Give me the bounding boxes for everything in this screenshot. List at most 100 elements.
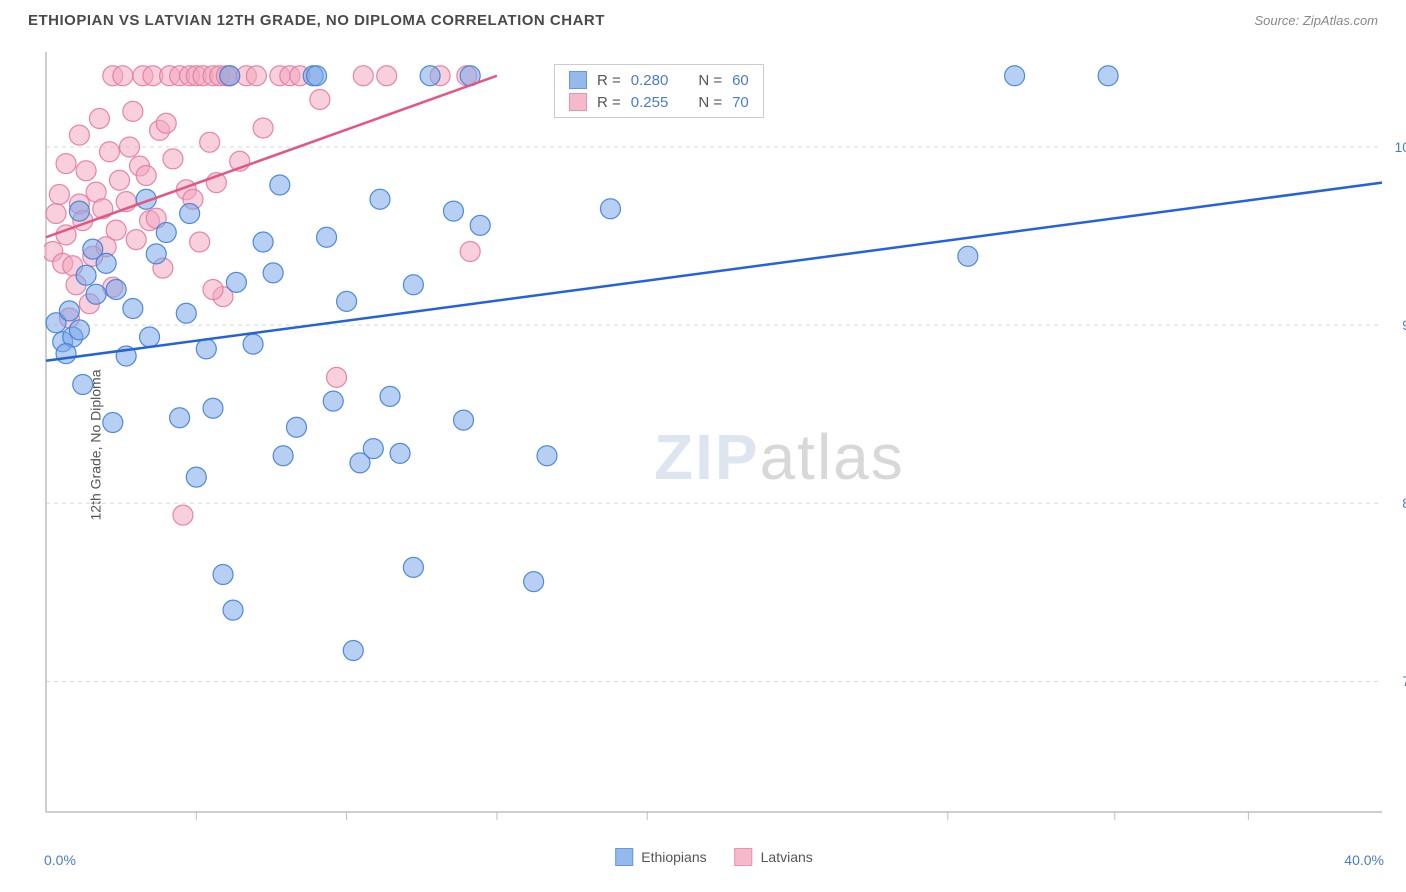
data-point bbox=[327, 367, 347, 387]
swatch-latvians bbox=[569, 93, 587, 111]
data-point bbox=[76, 161, 96, 181]
data-point bbox=[89, 109, 109, 129]
r-value: 0.280 bbox=[631, 72, 669, 89]
data-point bbox=[99, 142, 119, 162]
data-point bbox=[213, 565, 233, 585]
legend-correlation: R = 0.280 N = 60 R = 0.255 N = 70 bbox=[554, 64, 764, 118]
n-label: N = bbox=[698, 72, 722, 89]
legend-row-latvians: R = 0.255 N = 70 bbox=[569, 93, 749, 111]
data-point bbox=[443, 201, 463, 221]
chart-title: ETHIOPIAN VS LATVIAN 12TH GRADE, NO DIPL… bbox=[28, 12, 605, 29]
data-point bbox=[253, 232, 273, 252]
scatter-plot bbox=[44, 50, 1384, 840]
data-point bbox=[203, 398, 223, 418]
data-point bbox=[46, 204, 66, 224]
data-point bbox=[56, 154, 76, 174]
data-point bbox=[353, 66, 373, 86]
data-point bbox=[337, 291, 357, 311]
data-point bbox=[273, 446, 293, 466]
data-point bbox=[136, 166, 156, 186]
data-point bbox=[123, 101, 143, 121]
data-point bbox=[537, 446, 557, 466]
data-point bbox=[76, 265, 96, 285]
legend-row-ethiopians: R = 0.280 N = 60 bbox=[569, 71, 749, 89]
legend-item-ethiopians: Ethiopians bbox=[615, 848, 706, 866]
swatch-latvians bbox=[735, 848, 753, 866]
data-point bbox=[377, 66, 397, 86]
data-point bbox=[86, 284, 106, 304]
data-point bbox=[56, 344, 76, 364]
data-point bbox=[470, 215, 490, 235]
data-point bbox=[263, 263, 283, 283]
data-point bbox=[173, 505, 193, 525]
data-point bbox=[69, 125, 89, 145]
legend-label: Ethiopians bbox=[641, 849, 706, 865]
y-tick-label: 77.5% bbox=[1402, 673, 1406, 689]
data-point bbox=[59, 301, 79, 321]
data-point bbox=[220, 66, 240, 86]
legend-item-latvians: Latvians bbox=[735, 848, 813, 866]
swatch-ethiopians bbox=[615, 848, 633, 866]
data-point bbox=[186, 467, 206, 487]
data-point bbox=[317, 227, 337, 247]
data-point bbox=[113, 66, 133, 86]
legend-series: Ethiopians Latvians bbox=[615, 848, 813, 866]
data-point bbox=[460, 242, 480, 262]
data-point bbox=[120, 137, 140, 157]
data-point bbox=[163, 149, 183, 169]
data-point bbox=[310, 90, 330, 110]
data-point bbox=[403, 557, 423, 577]
data-point bbox=[203, 280, 223, 300]
data-point bbox=[246, 66, 266, 86]
data-point bbox=[170, 408, 190, 428]
data-point bbox=[253, 118, 273, 138]
data-point bbox=[109, 170, 129, 190]
data-point bbox=[156, 113, 176, 133]
data-point bbox=[226, 272, 246, 292]
data-point bbox=[180, 204, 200, 224]
data-point bbox=[270, 175, 290, 195]
data-point bbox=[1005, 66, 1025, 86]
y-tick-label: 92.5% bbox=[1402, 317, 1406, 333]
data-point bbox=[420, 66, 440, 86]
data-point bbox=[146, 244, 166, 264]
data-point bbox=[103, 413, 123, 433]
data-point bbox=[96, 253, 116, 273]
data-point bbox=[69, 201, 89, 221]
swatch-ethiopians bbox=[569, 71, 587, 89]
data-point bbox=[454, 410, 474, 430]
chart-area: 12th Grade, No Diploma ZIPatlas R = 0.28… bbox=[44, 50, 1384, 840]
x-tick-min: 0.0% bbox=[44, 852, 76, 868]
data-point bbox=[200, 132, 220, 152]
data-point bbox=[126, 230, 146, 250]
data-point bbox=[287, 417, 307, 437]
y-tick-label: 85.0% bbox=[1402, 495, 1406, 511]
data-point bbox=[140, 327, 160, 347]
data-point bbox=[69, 320, 89, 340]
data-point bbox=[196, 339, 216, 359]
n-value: 70 bbox=[732, 94, 749, 111]
x-tick-max: 40.0% bbox=[1344, 852, 1384, 868]
data-point bbox=[600, 199, 620, 219]
data-point bbox=[307, 66, 327, 86]
data-point bbox=[958, 246, 978, 266]
n-label: N = bbox=[698, 94, 722, 111]
data-point bbox=[524, 572, 544, 592]
data-point bbox=[243, 334, 263, 354]
r-label: R = bbox=[597, 94, 621, 111]
data-point bbox=[390, 443, 410, 463]
data-point bbox=[106, 220, 126, 240]
data-point bbox=[223, 600, 243, 620]
y-tick-label: 100.0% bbox=[1395, 139, 1406, 155]
data-point bbox=[123, 299, 143, 319]
data-point bbox=[403, 275, 423, 295]
legend-label: Latvians bbox=[761, 849, 813, 865]
data-point bbox=[370, 189, 390, 209]
data-point bbox=[156, 223, 176, 243]
data-point bbox=[323, 391, 343, 411]
r-value: 0.255 bbox=[631, 94, 669, 111]
chart-source: Source: ZipAtlas.com bbox=[1254, 13, 1378, 28]
chart-header: ETHIOPIAN VS LATVIAN 12TH GRADE, NO DIPL… bbox=[0, 0, 1406, 37]
data-point bbox=[363, 439, 383, 459]
data-point bbox=[380, 386, 400, 406]
